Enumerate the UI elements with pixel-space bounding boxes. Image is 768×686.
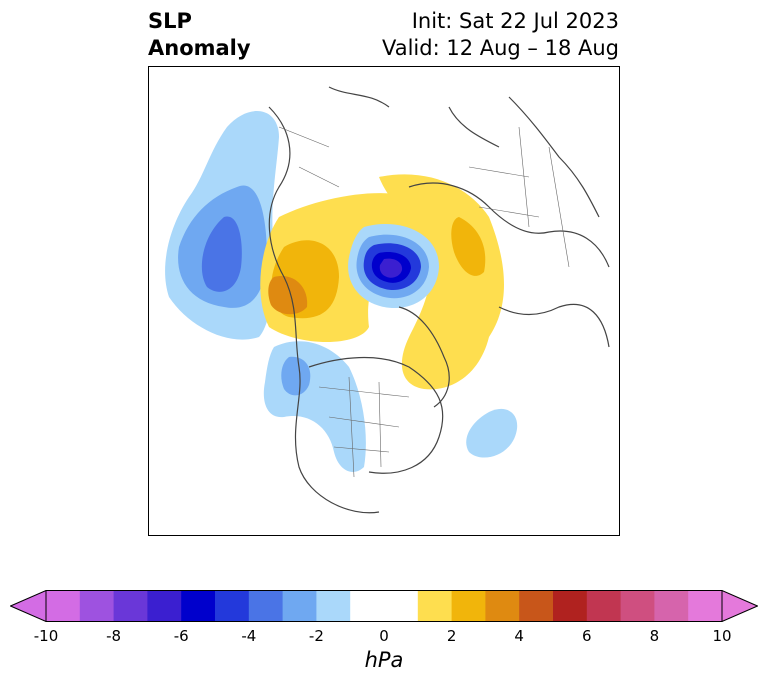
high-east-contours (379, 174, 504, 390)
colorbar-cell (451, 590, 486, 622)
coastlines (268, 86, 610, 514)
colorbar-cell (181, 590, 216, 622)
title-anomaly: Anomaly (148, 36, 251, 60)
colorbar-cell (350, 590, 385, 622)
colorbar-tick-label: 10 (712, 627, 732, 645)
colorbar-cell (553, 590, 588, 622)
colorbar-extend-high (721, 590, 758, 622)
colorbar-cell (79, 590, 115, 622)
colorbar-tick-label: -2 (308, 627, 324, 645)
colorbar-cell (519, 590, 554, 622)
colorbar-cell (282, 590, 317, 622)
chart-dates: Init: Sat 22 Jul 2023 Valid: 12 Aug – 18… (382, 8, 619, 62)
colorbar-extend-low (10, 590, 47, 622)
colorbar-unit: hPa (364, 648, 404, 672)
atlantic-low-contours (466, 408, 518, 458)
chart-title: SLP Anomaly (148, 8, 251, 62)
colorbar-cell (147, 590, 182, 622)
colorbar-cell (316, 590, 351, 622)
colorbar-cell (654, 590, 689, 622)
colorbar-cell (620, 590, 655, 622)
colorbar-cell (485, 590, 520, 622)
colorbar-cell (384, 590, 419, 622)
colorbar-tick-label: 0 (379, 627, 389, 645)
colorbar-cell (586, 590, 622, 622)
anomaly-map (165, 86, 610, 514)
colorbar-cell (46, 590, 81, 622)
title-variable: SLP (148, 9, 192, 33)
colorbar-cell (113, 590, 148, 622)
colorbar-tick-label: -6 (173, 627, 189, 645)
pacific-low-contours (165, 110, 279, 340)
colorbar-cell (215, 590, 250, 622)
colorbar-cells (46, 590, 723, 622)
colorbar-outline (45, 590, 723, 622)
colorbar-tick-label: -8 (106, 627, 122, 645)
arctic-low-contours (348, 223, 439, 309)
colorbar-cell (248, 590, 284, 622)
map-panel (148, 66, 620, 536)
valid-range: Valid: 12 Aug – 18 Aug (381, 36, 619, 60)
colorbar-tick-label: 4 (514, 627, 524, 645)
western-us-low-contours (263, 341, 366, 472)
colorbar-cell (417, 590, 453, 622)
borders (278, 126, 570, 478)
colorbar-tick-label: -10 (33, 627, 59, 645)
colorbar-cell (688, 590, 723, 622)
init-date: Init: Sat 22 Jul 2023 (411, 9, 619, 33)
colorbar-tick-label: 6 (582, 627, 592, 645)
colorbar-tick-label: 8 (649, 627, 660, 645)
colorbar-tick-label: -4 (241, 627, 257, 645)
colorbar-tick-label: 2 (446, 627, 457, 645)
colorbar (10, 590, 758, 622)
